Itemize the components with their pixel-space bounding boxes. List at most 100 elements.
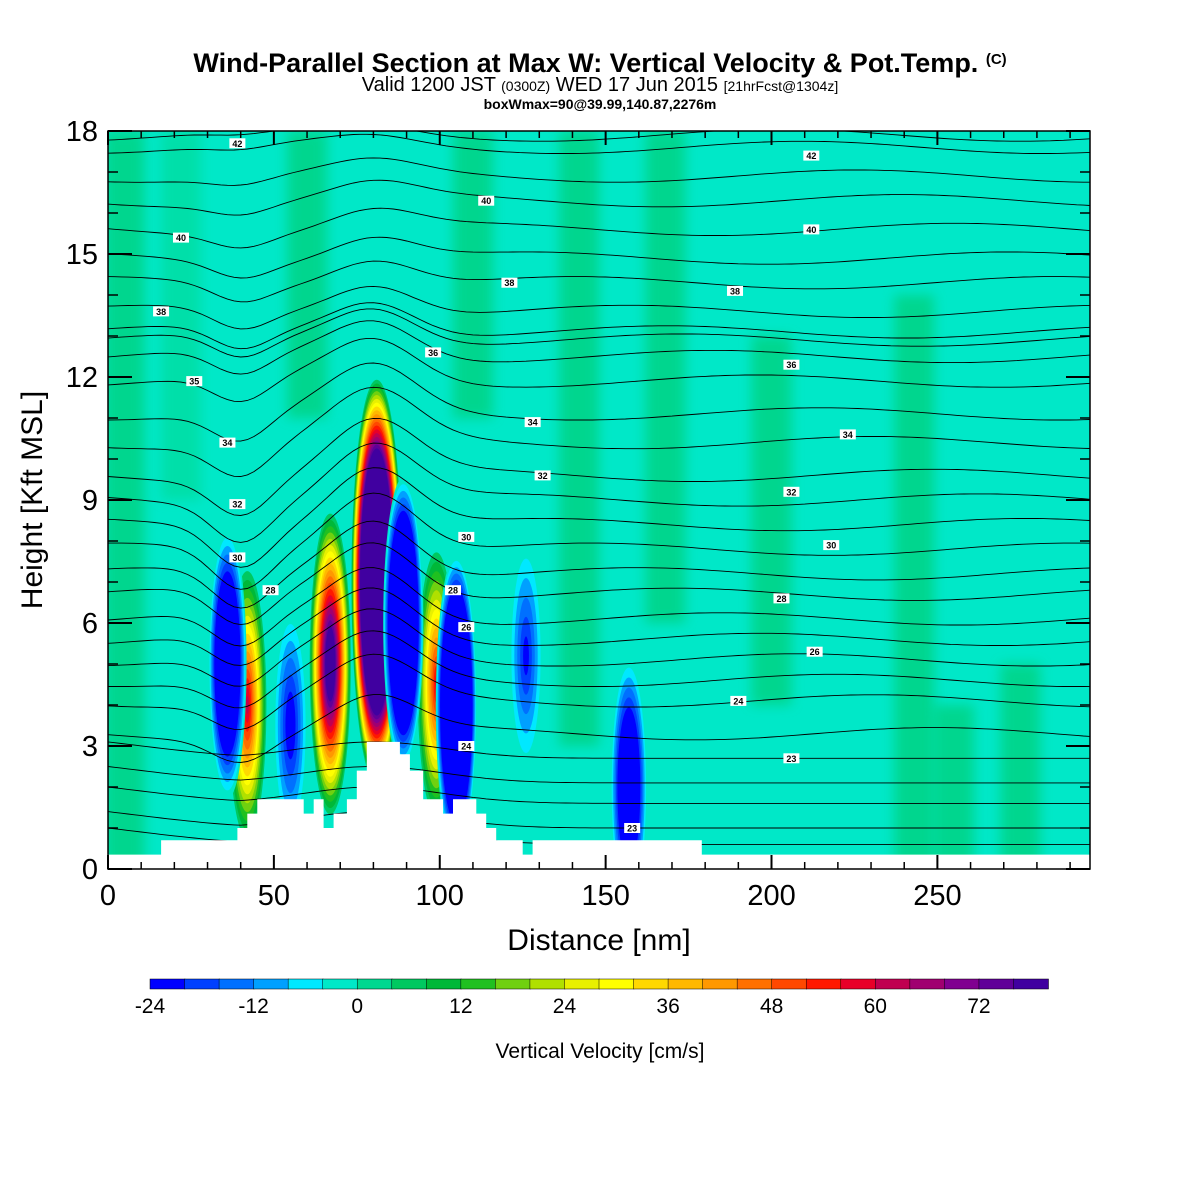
y-tick-label: 9 xyxy=(82,485,98,517)
velocity-contour xyxy=(287,708,293,743)
isentrope-label: 42 xyxy=(803,150,820,161)
isentrope-label: 40 xyxy=(478,195,495,206)
velocity-contour xyxy=(226,655,229,673)
velocity-cell xyxy=(435,554,477,856)
colorbar-tick-label: 72 xyxy=(967,995,990,1018)
svg-text:32: 32 xyxy=(232,500,242,510)
x-axis-label: Distance [nm] xyxy=(507,924,690,957)
isentrope-line xyxy=(108,362,1090,442)
isentrope-label: 34 xyxy=(839,429,856,440)
velocity-band xyxy=(559,131,599,746)
isentrope-label: 32 xyxy=(783,486,800,497)
colorbar-swatch xyxy=(805,978,842,990)
isentrope-label: 38 xyxy=(153,306,170,317)
isentrope-label: 34 xyxy=(219,437,236,448)
colorbar-swatch xyxy=(875,978,911,990)
isentrope-line xyxy=(108,694,1090,763)
colorbar-swatch xyxy=(909,978,946,990)
isentrope-label: 30 xyxy=(823,540,840,551)
isentrope-line xyxy=(108,157,1090,186)
isentrope-line xyxy=(108,320,1090,375)
colorbar-tick-label: 12 xyxy=(449,995,472,1018)
colorbar-swatch xyxy=(322,978,358,990)
colorbar-swatch xyxy=(736,978,773,990)
velocity-contour xyxy=(523,636,529,676)
colorbar-swatch xyxy=(978,978,1015,990)
svg-text:38: 38 xyxy=(730,286,740,296)
svg-text:24: 24 xyxy=(461,742,471,752)
isentrope-label: 42 xyxy=(229,138,246,149)
isentrope-label: 30 xyxy=(458,531,475,542)
x-tick-label: 0 xyxy=(100,880,116,912)
velocity-cell xyxy=(309,513,351,815)
svg-text:38: 38 xyxy=(504,278,514,288)
colorbar-swatch xyxy=(391,978,428,990)
svg-text:36: 36 xyxy=(786,360,796,370)
svg-text:35: 35 xyxy=(189,377,199,387)
svg-text:42: 42 xyxy=(232,139,242,149)
colorbar-swatch xyxy=(495,978,531,990)
svg-text:40: 40 xyxy=(481,196,491,206)
isentrope-line xyxy=(108,766,1090,784)
colorbar-swatch xyxy=(218,978,255,990)
isentrope-label: 38 xyxy=(501,277,518,288)
svg-text:38: 38 xyxy=(156,307,166,317)
svg-text:23: 23 xyxy=(627,824,637,834)
isentrope-label: 26 xyxy=(806,646,823,657)
x-tick-label: 200 xyxy=(747,880,795,912)
colorbar-tick-label: 36 xyxy=(656,995,679,1018)
colorbar-swatch xyxy=(287,978,324,990)
isentrope-line xyxy=(108,653,1090,730)
isentrope-line xyxy=(108,587,1090,666)
isentrope-label: 35 xyxy=(186,376,203,387)
velocity-contour xyxy=(329,657,332,671)
y-tick-label: 12 xyxy=(66,362,98,394)
colorbar-swatch xyxy=(598,978,635,990)
isentrope-line xyxy=(108,492,1090,590)
colorbar-swatch xyxy=(1013,978,1049,990)
isentrope-label: 23 xyxy=(783,753,800,764)
velocity-contour xyxy=(402,616,405,630)
plot-area: 42 42 40 40 40 38 38 38 36 36 35 34 34 34 32 32 32 30 30 30… xyxy=(108,131,1090,869)
isentrope-line xyxy=(108,207,1090,249)
y-tick-label: 15 xyxy=(66,239,98,271)
isentrope-label: 26 xyxy=(458,622,475,633)
isentrope-line xyxy=(108,467,1090,568)
isentrope-line xyxy=(108,786,1090,804)
x-tick-label: 250 xyxy=(913,880,961,912)
velocity-contour xyxy=(455,698,458,712)
colorbar-tick-label: -12 xyxy=(238,995,268,1018)
isentrope-line xyxy=(108,741,1090,759)
title-block: Wind-Parallel Section at Max W: Vertical… xyxy=(0,44,1200,112)
box-info: boxWmax=90@39.99,140.87,2276m xyxy=(483,96,717,112)
colorbar-swatch xyxy=(840,978,877,990)
velocity-cell xyxy=(610,657,648,869)
velocity-cell xyxy=(508,539,544,773)
velocity-band xyxy=(894,295,935,869)
isentrope-line xyxy=(108,337,1090,403)
isentrope-label: 34 xyxy=(524,417,541,428)
colorbar-label: Vertical Velocity [cm/s] xyxy=(496,1040,705,1063)
velocity-band xyxy=(751,336,792,705)
isentrope-line xyxy=(108,417,1090,516)
isentrope-label: 28 xyxy=(445,585,462,596)
x-tick-label: 50 xyxy=(258,880,290,912)
isentrope-line xyxy=(108,608,1090,687)
isentrope-label: 24 xyxy=(458,741,475,752)
title-main: Wind-Parallel Section at Max W: Vertical… xyxy=(193,48,979,78)
title-mark: (C) xyxy=(985,51,1007,68)
isentrope-label: 38 xyxy=(727,285,744,296)
svg-text:26: 26 xyxy=(810,647,820,657)
isentrope-line xyxy=(108,567,1090,647)
colorbar-swatch xyxy=(771,978,807,990)
svg-text:26: 26 xyxy=(461,623,471,633)
isentrope-line xyxy=(108,133,1090,154)
y-tick-label: 6 xyxy=(82,608,98,640)
svg-text:34: 34 xyxy=(528,418,538,428)
colorbar-swatch xyxy=(460,978,497,990)
velocity-cell xyxy=(383,477,424,769)
isentrope-label: 32 xyxy=(534,470,551,481)
svg-text:40: 40 xyxy=(176,233,186,243)
